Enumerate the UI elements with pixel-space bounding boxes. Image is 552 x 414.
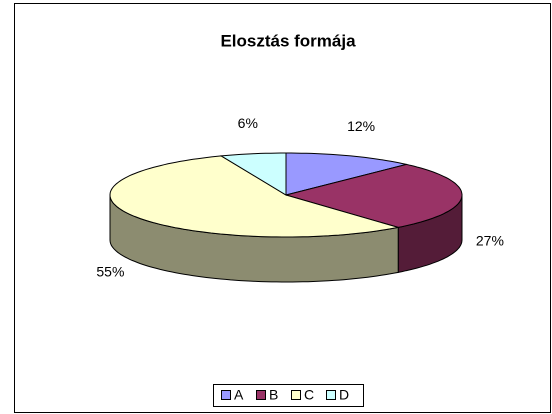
pie-slice xyxy=(109,155,399,238)
legend-swatch xyxy=(221,390,231,400)
pie-slice xyxy=(219,152,287,196)
legend-label: C xyxy=(304,387,314,403)
pie-slice xyxy=(285,152,407,196)
pie-slice xyxy=(284,163,463,228)
chart-title: Elosztás formája xyxy=(220,31,356,50)
data-label: 55% xyxy=(96,263,124,279)
legend-label: B xyxy=(269,387,278,403)
data-label: 6% xyxy=(238,115,258,131)
data-label: 27% xyxy=(476,233,504,249)
legend-label: A xyxy=(234,387,244,403)
legend-swatch xyxy=(326,390,336,400)
legend-swatch xyxy=(291,390,301,400)
data-label: 12% xyxy=(347,118,375,134)
legend-swatch xyxy=(256,390,266,400)
legend-label: D xyxy=(339,387,349,403)
